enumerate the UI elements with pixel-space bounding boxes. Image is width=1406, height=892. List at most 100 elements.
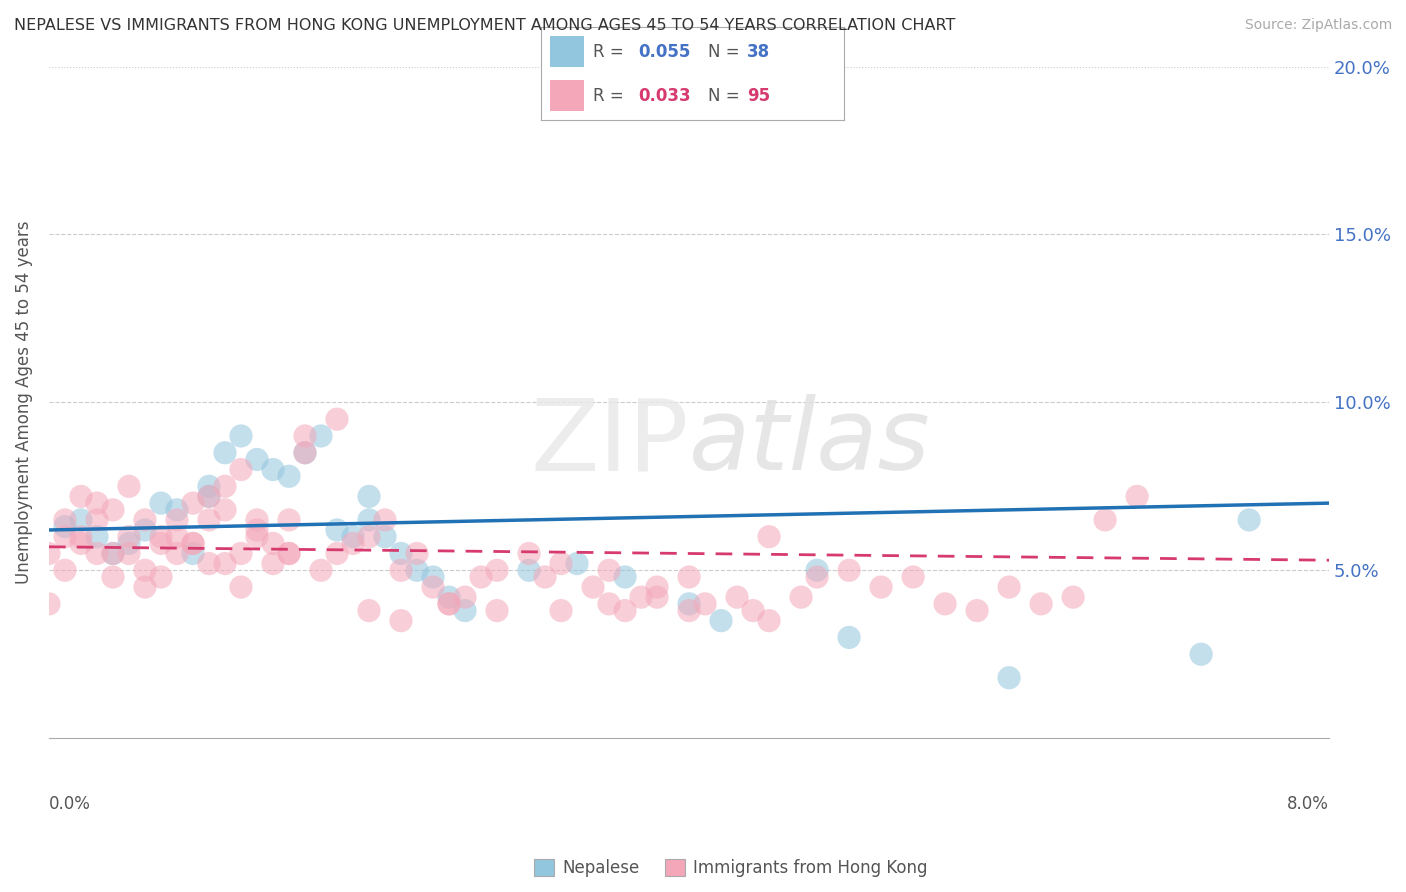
Point [181,496,204,510]
Point [806,570,828,584]
Point [582,580,605,594]
Point [53,513,76,527]
Point [422,570,444,584]
Text: N =: N = [707,43,744,61]
Point [38,597,60,611]
Point [70,513,93,527]
Point [166,530,188,544]
Point [725,590,748,604]
Point [1094,513,1116,527]
Point [294,446,316,460]
Point [70,536,93,550]
Point [550,604,572,618]
Point [149,536,172,550]
Point [278,547,301,561]
Point [1189,647,1212,661]
Point [166,503,188,517]
Point [645,580,668,594]
Point [198,490,221,504]
Point [294,429,316,443]
Point [53,530,76,544]
Text: 0.055: 0.055 [638,43,690,61]
Point [149,496,172,510]
Text: atlas: atlas [689,394,931,491]
Point [374,530,396,544]
Text: 8.0%: 8.0% [1288,796,1329,814]
Point [534,570,557,584]
Point [598,597,620,611]
Point [166,547,188,561]
Point [101,547,124,561]
Point [214,503,236,517]
Point [181,536,204,550]
Point [357,490,380,504]
Point [517,547,540,561]
Point [1029,597,1052,611]
Point [246,452,269,467]
Point [645,590,668,604]
Text: R =: R = [593,87,628,104]
Point [86,547,108,561]
Text: ZIP: ZIP [530,394,689,491]
Point [309,563,332,577]
Point [149,530,172,544]
Point [262,557,284,571]
Point [262,536,284,550]
Point [998,671,1021,685]
Point [838,631,860,645]
Point [357,513,380,527]
Legend: Nepalese, Immigrants from Hong Kong: Nepalese, Immigrants from Hong Kong [527,852,935,884]
Point [326,523,349,537]
Point [742,604,765,618]
Point [870,580,893,594]
Point [357,604,380,618]
Point [342,536,364,550]
Y-axis label: Unemployment Among Ages 45 to 54 years: Unemployment Among Ages 45 to 54 years [15,220,32,584]
Point [86,530,108,544]
Text: 0.0%: 0.0% [49,796,91,814]
FancyBboxPatch shape [550,80,583,111]
Point [806,563,828,577]
Point [86,496,108,510]
Point [134,523,156,537]
Point [486,563,509,577]
Point [198,513,221,527]
Text: Source: ZipAtlas.com: Source: ZipAtlas.com [1244,18,1392,32]
Point [470,570,492,584]
Point [389,563,412,577]
Point [565,557,588,571]
Point [101,570,124,584]
FancyBboxPatch shape [550,36,583,67]
Point [214,479,236,493]
Point [198,557,221,571]
Point [278,469,301,483]
Point [118,530,141,544]
Point [614,604,637,618]
Point [118,547,141,561]
Point [166,513,188,527]
Point [38,547,60,561]
Point [693,597,716,611]
Point [70,490,93,504]
Text: 95: 95 [747,87,770,104]
Point [630,590,652,604]
Point [437,590,460,604]
Point [1237,513,1260,527]
Point [294,446,316,460]
Text: 38: 38 [747,43,770,61]
Point [101,503,124,517]
Text: R =: R = [593,43,628,61]
Point [342,530,364,544]
Point [246,530,269,544]
Text: N =: N = [707,87,744,104]
Point [486,604,509,618]
Point [901,570,924,584]
Point [134,580,156,594]
Point [118,479,141,493]
Point [134,513,156,527]
Point [758,530,780,544]
Text: 0.033: 0.033 [638,87,690,104]
Point [229,429,252,443]
Point [838,563,860,577]
Point [229,580,252,594]
